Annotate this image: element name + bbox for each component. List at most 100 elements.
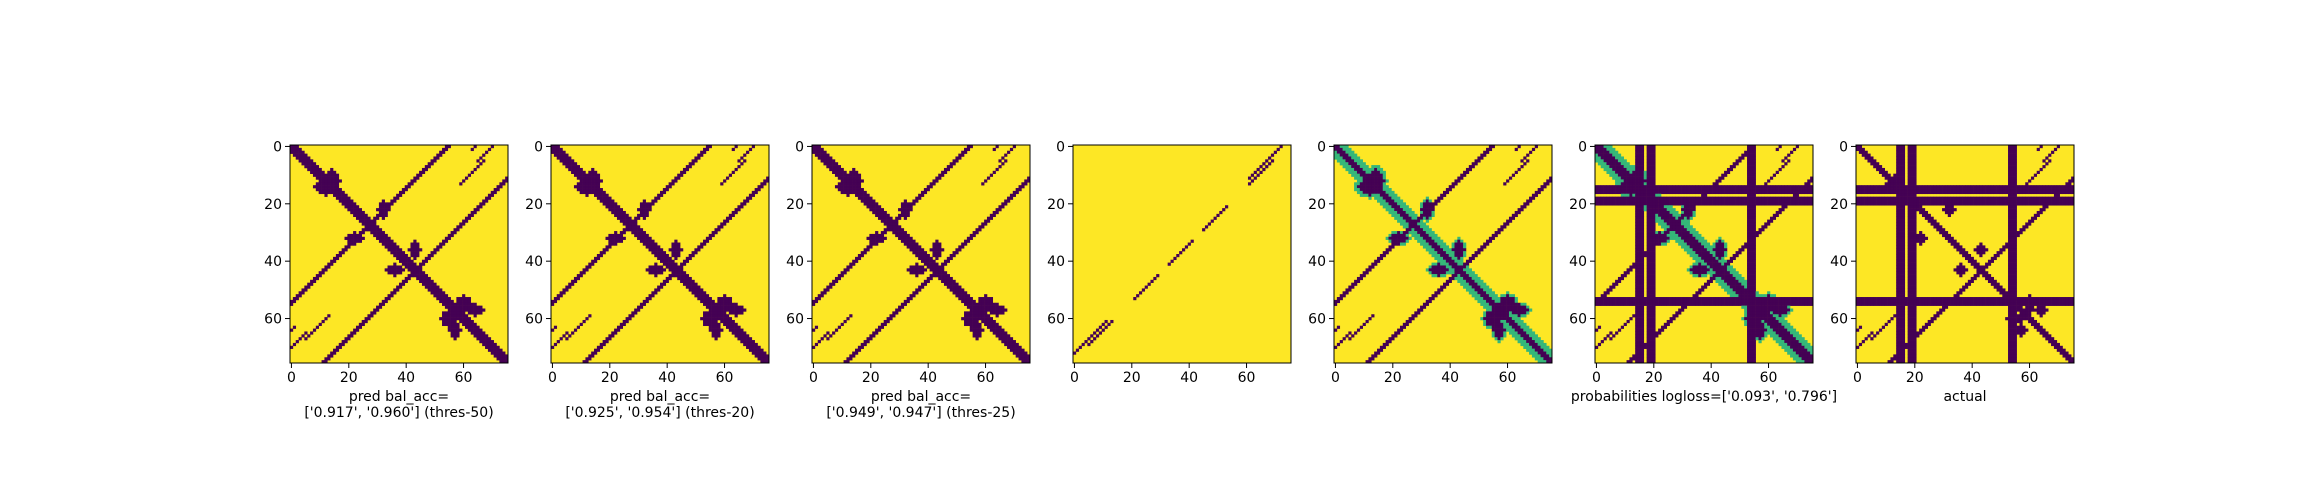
heatmap-cell bbox=[972, 325, 976, 329]
heatmap-cell bbox=[703, 239, 707, 243]
heatmap-cell bbox=[338, 251, 342, 255]
heatmap-cell bbox=[1595, 147, 1599, 152]
heatmap-cell bbox=[1681, 188, 1685, 192]
heatmap-cell bbox=[401, 251, 406, 255]
heatmap-cell bbox=[1615, 185, 1619, 189]
heatmap-cell bbox=[837, 173, 841, 177]
heatmap-cell bbox=[1787, 199, 1791, 203]
heatmap-cell bbox=[373, 231, 377, 235]
heatmap-cell bbox=[866, 196, 870, 200]
heatmap-cell bbox=[846, 176, 850, 180]
heatmap-cell bbox=[1724, 202, 1728, 206]
heatmap-cell bbox=[1388, 248, 1392, 252]
heatmap-cell bbox=[450, 334, 454, 338]
heatmap-cell bbox=[556, 153, 560, 157]
heatmap-cell bbox=[1741, 248, 1745, 252]
heatmap-cell bbox=[1752, 162, 1756, 166]
heatmap-cell bbox=[995, 314, 999, 318]
heatmap-cell bbox=[746, 334, 750, 338]
heatmap-cell bbox=[1635, 254, 1639, 258]
heatmap-cell bbox=[1752, 153, 1756, 157]
heatmap-cell bbox=[857, 173, 862, 177]
heatmap-cell bbox=[840, 271, 844, 275]
heatmap-cell bbox=[708, 319, 712, 324]
heatmap-cell bbox=[318, 190, 322, 195]
heatmap-cell bbox=[826, 159, 830, 163]
y-tick-label: 40 bbox=[786, 254, 804, 270]
heatmap-cell bbox=[1359, 165, 1363, 169]
heatmap-cell bbox=[1377, 196, 1381, 200]
heatmap-cell bbox=[625, 216, 629, 220]
heatmap-cell bbox=[1620, 156, 1624, 160]
heatmap-cell bbox=[1755, 185, 1759, 189]
heatmap-cell bbox=[1626, 202, 1630, 206]
heatmap-cell bbox=[1508, 308, 1513, 312]
heatmap-cell bbox=[571, 282, 575, 286]
heatmap-cell bbox=[361, 216, 365, 220]
heatmap-cell bbox=[370, 314, 374, 318]
heatmap-cell bbox=[1494, 334, 1498, 338]
heatmap-cell bbox=[1379, 185, 1384, 189]
heatmap-cell bbox=[1775, 210, 1779, 215]
heatmap-cell bbox=[353, 331, 357, 335]
heatmap-cell bbox=[860, 190, 864, 195]
heatmap-cell bbox=[594, 182, 598, 186]
heatmap-cell bbox=[1747, 185, 1751, 189]
heatmap-cell bbox=[1514, 305, 1518, 309]
heatmap-cell bbox=[350, 334, 354, 338]
heatmap-cell bbox=[1101, 322, 1105, 327]
heatmap-cell bbox=[1024, 360, 1028, 364]
heatmap-cell bbox=[1465, 276, 1470, 281]
heatmap-cell bbox=[989, 322, 994, 327]
heatmap-cell bbox=[1374, 176, 1378, 180]
heatmap-cell bbox=[1374, 167, 1378, 172]
heatmap-cell bbox=[1752, 199, 1756, 203]
heatmap-cell bbox=[846, 190, 850, 195]
heatmap-cell bbox=[734, 208, 738, 212]
heatmap-cell bbox=[1460, 265, 1464, 269]
heatmap-cell bbox=[1749, 233, 1754, 238]
heatmap-cell bbox=[456, 299, 460, 304]
heatmap-cell bbox=[1686, 210, 1690, 215]
heatmap-cell bbox=[849, 176, 853, 180]
heatmap-cell bbox=[949, 285, 953, 289]
heatmap-cell bbox=[1721, 188, 1725, 192]
heatmap-cell bbox=[364, 213, 368, 218]
heatmap-cell bbox=[1021, 185, 1025, 189]
heatmap-cell bbox=[1150, 279, 1154, 283]
heatmap-cell bbox=[1724, 254, 1728, 258]
heatmap-cell bbox=[1497, 299, 1501, 304]
heatmap-cell bbox=[1336, 150, 1341, 154]
heatmap-cell bbox=[1517, 325, 1521, 329]
heatmap-cell bbox=[958, 153, 962, 157]
heatmap-cell bbox=[338, 196, 342, 200]
heatmap-cell bbox=[447, 145, 451, 149]
heatmap-cell bbox=[1339, 294, 1343, 298]
heatmap-cell bbox=[1523, 302, 1527, 306]
heatmap-cell bbox=[631, 231, 635, 235]
heatmap-cell bbox=[1681, 190, 1685, 195]
heatmap-cell bbox=[1425, 231, 1429, 235]
heatmap-cell bbox=[1431, 294, 1435, 298]
heatmap-cell bbox=[499, 360, 503, 364]
heatmap-cell bbox=[1767, 190, 1771, 195]
heatmap-cell bbox=[361, 319, 365, 324]
heatmap-cell bbox=[814, 145, 819, 149]
heatmap-cell bbox=[1810, 188, 1814, 192]
heatmap-cell bbox=[662, 256, 667, 261]
heatmap-cell bbox=[1784, 188, 1788, 192]
heatmap-cell bbox=[1638, 202, 1642, 206]
heatmap-cell bbox=[1652, 182, 1656, 186]
heatmap-cell bbox=[1250, 173, 1255, 177]
heatmap-cell bbox=[1695, 242, 1699, 246]
heatmap-cell bbox=[1391, 236, 1395, 240]
heatmap-cell bbox=[1675, 222, 1679, 226]
heatmap-cell bbox=[401, 254, 406, 258]
heatmap-cell bbox=[657, 248, 661, 252]
heatmap-cell bbox=[1425, 268, 1429, 272]
heatmap-cell bbox=[315, 167, 319, 172]
heatmap-cell bbox=[1603, 147, 1607, 152]
heatmap-cell bbox=[665, 276, 669, 281]
heatmap-cell bbox=[1715, 179, 1719, 183]
